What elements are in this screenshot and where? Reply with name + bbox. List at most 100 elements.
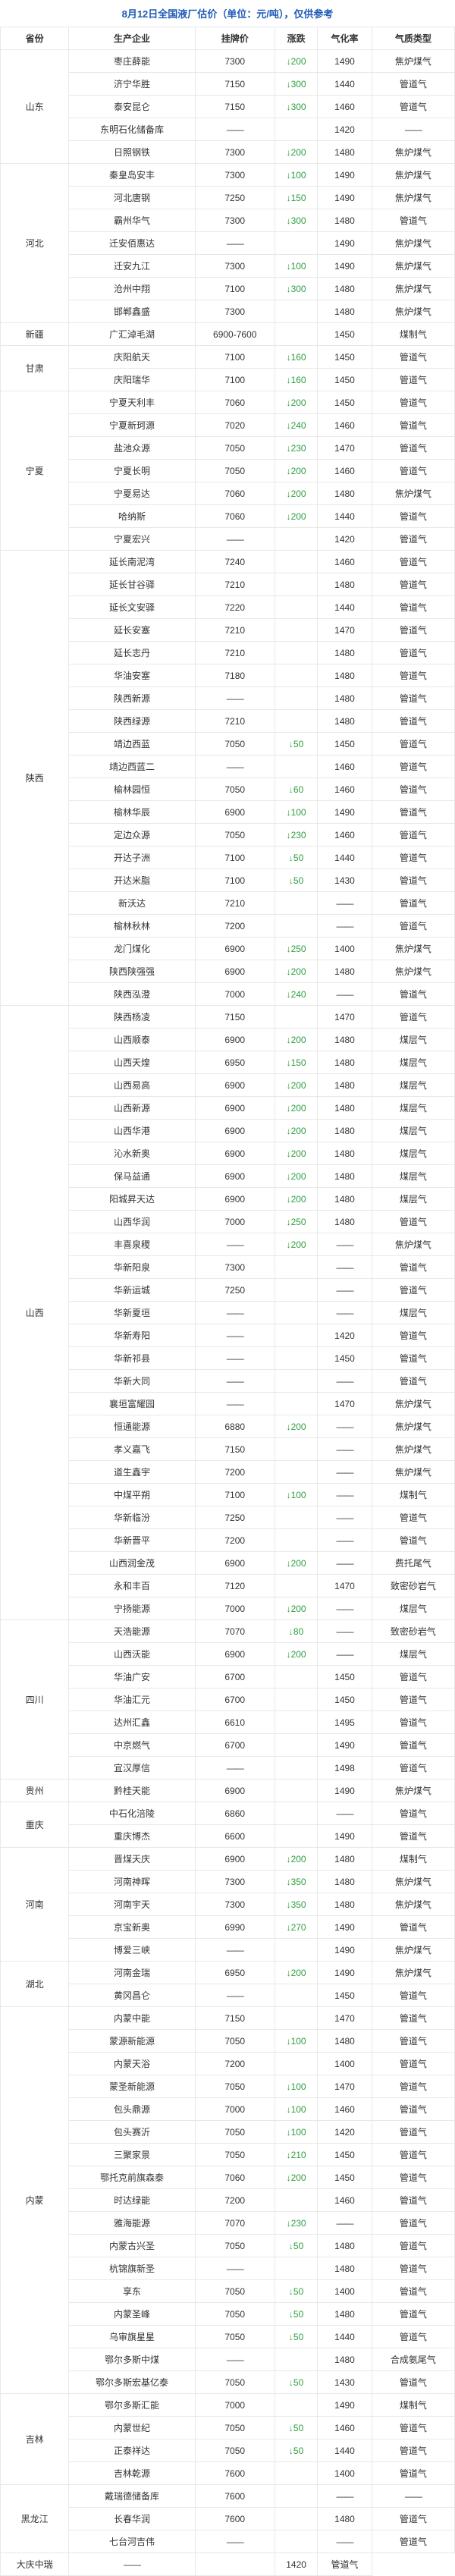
rate-cell: 1400 [318, 2280, 372, 2303]
company-cell: 阳城昇天达 [69, 1188, 195, 1211]
type-cell: 管道气 [372, 869, 454, 892]
type-cell: 管道气 [372, 733, 454, 756]
rate-cell: 1480 [318, 1029, 372, 1051]
rate-cell: 1490 [318, 1780, 372, 1802]
price-cell: 7150 [195, 73, 275, 96]
change-cell [275, 1802, 318, 1825]
type-cell: 焦炉煤气 [372, 1393, 454, 1415]
price-cell: —— [195, 118, 275, 141]
company-cell: 恒通能源 [69, 1415, 195, 1438]
company-cell: 鄂尔多斯中煤 [69, 2348, 195, 2371]
table-row: 长春华润76001480管道气 [1, 2508, 455, 2530]
price-cell: 6900 [195, 1552, 275, 1575]
type-cell: 管道气 [372, 2212, 454, 2235]
rate-cell: 1460 [318, 96, 372, 118]
change-cell: ↓240 [275, 414, 318, 437]
table-row: 中京燃气67001490管道气 [1, 1734, 455, 1757]
company-cell: 山西沃能 [69, 1643, 195, 1666]
change-cell [275, 619, 318, 642]
change-cell [275, 2189, 318, 2212]
price-cell: 6880 [195, 1415, 275, 1438]
change-cell: ↓50 [275, 2303, 318, 2326]
price-cell: 7060 [195, 482, 275, 505]
change-cell: ↓80 [275, 1620, 318, 1643]
price-cell: 7300 [195, 1256, 275, 1279]
type-cell: 管道气 [372, 710, 454, 733]
rate-cell: 1490 [318, 1825, 372, 1848]
rate-cell: 1490 [318, 1939, 372, 1962]
province-cell: 河南 [1, 1848, 69, 1962]
type-cell: 管道气 [372, 2007, 454, 2030]
type-cell: 合成氨尾气 [372, 2348, 454, 2371]
rate-cell: —— [318, 1597, 372, 1620]
rate-cell: 1480 [318, 710, 372, 733]
price-cell: 6900-7600 [195, 323, 275, 346]
type-cell: 管道气 [372, 1006, 454, 1029]
table-row: 山西陕西杨凌71501470管道气 [1, 1006, 455, 1029]
price-cell: —— [195, 1324, 275, 1347]
rate-cell: —— [318, 1802, 372, 1825]
table-row: 榆林秋林7200——管道气 [1, 915, 455, 938]
type-cell: 煤层气 [372, 1097, 454, 1120]
price-cell: 7300 [195, 209, 275, 232]
company-cell: 博爱三峡 [69, 1939, 195, 1962]
company-cell: 哈纳斯 [69, 505, 195, 528]
type-cell: 管道气 [372, 505, 454, 528]
type-cell: 管道气 [372, 573, 454, 596]
province-cell: 新疆 [1, 323, 69, 346]
table-row: 华油安塞71801480管道气 [1, 664, 455, 687]
table-row: 鄂尔多斯中煤——1480合成氨尾气 [1, 2348, 455, 2371]
type-cell: 管道气 [372, 2030, 454, 2053]
rate-cell: 1490 [318, 1734, 372, 1757]
rate-cell: —— [318, 983, 372, 1006]
price-cell: —— [195, 1939, 275, 1962]
rate-cell: —— [318, 1643, 372, 1666]
change-cell: ↓300 [275, 96, 318, 118]
change-cell [275, 1324, 318, 1347]
rate-cell: 1460 [318, 2189, 372, 2212]
rate-cell: 1470 [318, 2075, 372, 2098]
table-row: 时达绿能72001460管道气 [1, 2189, 455, 2212]
company-cell: 陕西杨凌 [69, 1006, 195, 1029]
table-row: 丰喜泉稷——↓200——焦炉煤气 [1, 1233, 455, 1256]
table-row: 恒通能源6880↓200——焦炉煤气 [1, 1415, 455, 1438]
table-row: 新沃达7210——管道气 [1, 892, 455, 915]
change-cell: ↓200 [275, 1552, 318, 1575]
table-row: 襄垣富耀园——1470焦炉煤气 [1, 1393, 455, 1415]
province-cell: 宁夏 [1, 391, 69, 551]
price-cell: 7050 [195, 460, 275, 482]
company-cell: 邯郸鑫盛 [69, 300, 195, 323]
price-cell: 7300 [195, 164, 275, 187]
rate-cell: 1400 [318, 2462, 372, 2485]
company-cell: 榆林华辰 [69, 801, 195, 824]
company-cell: 襄垣富耀园 [69, 1393, 195, 1415]
type-cell: 管道气 [372, 1689, 454, 1711]
company-cell: 吉林乾源 [69, 2462, 195, 2485]
company-cell: 内蒙天浴 [69, 2053, 195, 2075]
price-cell: 6900 [195, 1643, 275, 1666]
type-cell: 焦炉煤气 [372, 300, 454, 323]
company-cell: 宁夏长明 [69, 460, 195, 482]
price-cell: 7300 [195, 50, 275, 73]
change-cell: ↓200 [275, 391, 318, 414]
type-cell: 焦炉煤气 [372, 1962, 454, 1984]
company-cell: 庆阳瑞华 [69, 369, 195, 391]
price-cell: —— [195, 1757, 275, 1780]
company-cell: 枣庄薛能 [69, 50, 195, 73]
company-cell: 榆林园恒 [69, 778, 195, 801]
table-row: 山西天煌6950↓1501480煤层气 [1, 1051, 455, 1074]
company-cell: 鄂托克前旗森泰 [69, 2166, 195, 2189]
company-cell: 达州汇鑫 [69, 1711, 195, 1734]
table-row: 道生鑫宇7200——焦炉煤气 [1, 1461, 455, 1484]
province-cell: 内蒙 [1, 2007, 69, 2394]
rate-cell: 1450 [318, 346, 372, 369]
company-cell: 京宝新奥 [69, 1916, 195, 1939]
province-cell: 湖北 [1, 1962, 69, 2007]
company-cell: 迁安佰惠达 [69, 232, 195, 255]
company-cell: 宁夏新珂源 [69, 414, 195, 437]
table-row: 吉林乾源76001400管道气 [1, 2462, 455, 2485]
change-cell [275, 1734, 318, 1757]
rate-cell: 1450 [318, 1689, 372, 1711]
table-row: 延长志丹72101480管道气 [1, 642, 455, 664]
company-cell: 包头鼎源 [69, 2098, 195, 2121]
